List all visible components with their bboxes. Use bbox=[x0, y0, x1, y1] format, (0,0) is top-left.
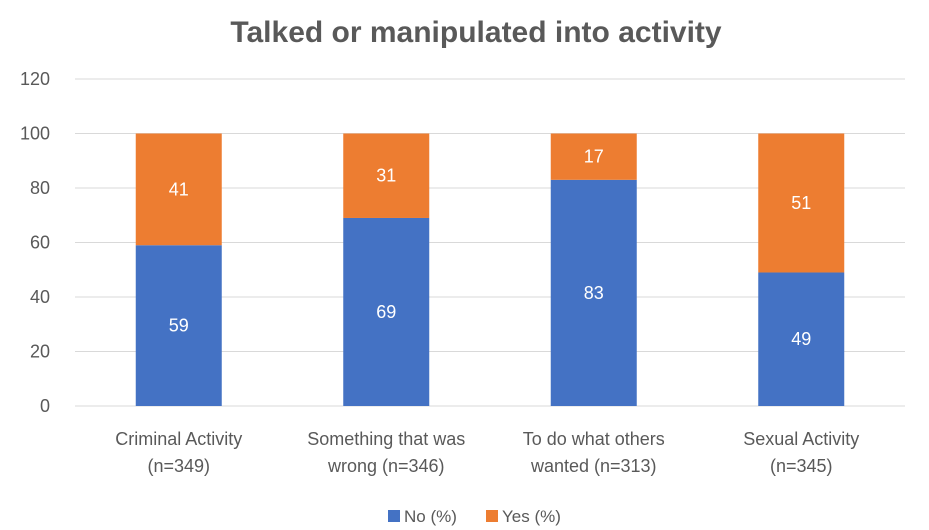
bar-no-0 bbox=[135, 245, 222, 406]
bar-yes-1 bbox=[343, 133, 430, 218]
data-label: 59 bbox=[169, 316, 189, 336]
legend-swatch-yes bbox=[486, 510, 498, 522]
y-tick-label: 120 bbox=[20, 69, 50, 89]
y-tick-label: 60 bbox=[30, 233, 50, 253]
y-tick-label: 40 bbox=[30, 287, 50, 307]
bar-no-3 bbox=[758, 272, 845, 406]
y-tick-label: 100 bbox=[20, 124, 50, 144]
data-label: 31 bbox=[376, 166, 396, 186]
x-category-label: Something that was bbox=[307, 429, 465, 449]
bar-yes-2 bbox=[550, 133, 637, 180]
x-category-label: wrong (n=346) bbox=[327, 456, 445, 476]
data-label: 17 bbox=[584, 147, 604, 167]
x-category-label: Criminal Activity bbox=[115, 429, 242, 449]
data-label: 69 bbox=[376, 302, 396, 322]
data-label: 51 bbox=[791, 193, 811, 213]
data-label: 49 bbox=[791, 329, 811, 349]
x-axis: Criminal Activity (n=349) Something that w… bbox=[115, 429, 859, 476]
y-tick-label: 80 bbox=[30, 178, 50, 198]
legend-swatch-no bbox=[388, 510, 400, 522]
y-axis: 0 20 40 60 80 100 120 bbox=[20, 69, 50, 416]
x-category-label: (n=349) bbox=[147, 456, 210, 476]
y-tick-label: 20 bbox=[30, 342, 50, 362]
chart-title: Talked or manipulated into activity bbox=[230, 16, 722, 49]
x-category-label: To do what others bbox=[523, 429, 665, 449]
legend: No (%) Yes (%) bbox=[388, 507, 561, 526]
legend-label-no: No (%) bbox=[404, 507, 457, 526]
data-label: 41 bbox=[169, 179, 189, 199]
x-category-label: Sexual Activity bbox=[743, 429, 859, 449]
legend-label-yes: Yes (%) bbox=[502, 507, 561, 526]
x-category-label: (n=345) bbox=[770, 456, 833, 476]
data-label: 83 bbox=[584, 283, 604, 303]
x-category-label: wanted (n=313) bbox=[530, 456, 657, 476]
bars: 59 41 69 31 83 17 49 51 bbox=[135, 133, 845, 406]
y-tick-label: 0 bbox=[40, 396, 50, 416]
bar-no-2 bbox=[550, 179, 637, 406]
bar-no-1 bbox=[343, 217, 430, 406]
bar-yes-0 bbox=[135, 133, 222, 246]
bar-yes-3 bbox=[758, 133, 845, 273]
